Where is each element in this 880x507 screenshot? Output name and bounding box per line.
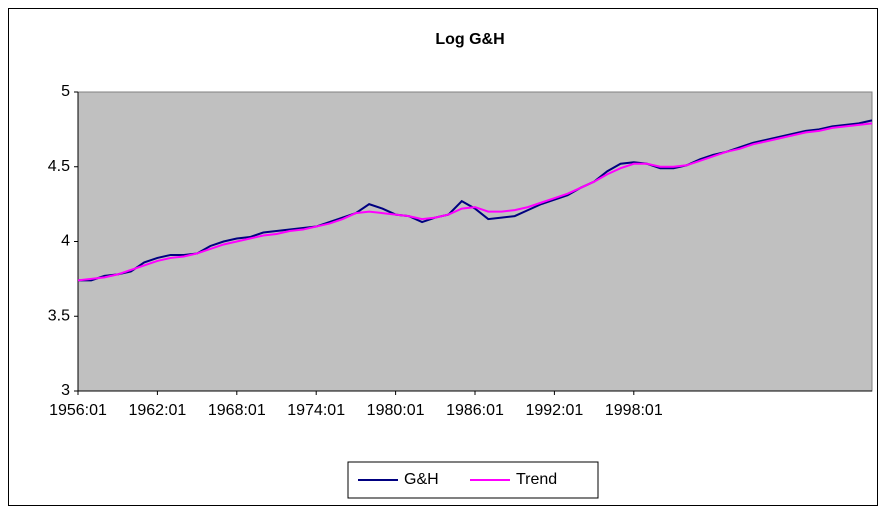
chart-title: Log G&H — [435, 31, 504, 48]
x-tick-label: 1962:01 — [128, 402, 186, 419]
x-tick-label: 1956:01 — [49, 402, 107, 419]
line-series — [77, 122, 873, 282]
plot-area — [77, 91, 873, 392]
y-tick-label: 4.5 — [48, 158, 70, 175]
y-tick-label: 5 — [61, 83, 70, 100]
y-tick-label: 3.5 — [48, 307, 70, 324]
x-tick-label: 1992:01 — [525, 402, 583, 419]
legend-label: Trend — [516, 471, 557, 488]
x-tick-label: 1974:01 — [287, 402, 345, 419]
x-tick-label: 1998:01 — [605, 402, 663, 419]
x-tick-label: 1980:01 — [367, 402, 425, 419]
y-tick-label: 4 — [61, 233, 70, 250]
y-tick-label: 3 — [61, 382, 70, 399]
line-series — [78, 119, 873, 282]
legend-label: G&H — [404, 471, 439, 488]
x-tick-label: 1986:01 — [446, 402, 504, 419]
x-tick-label: 1968:01 — [208, 402, 266, 419]
